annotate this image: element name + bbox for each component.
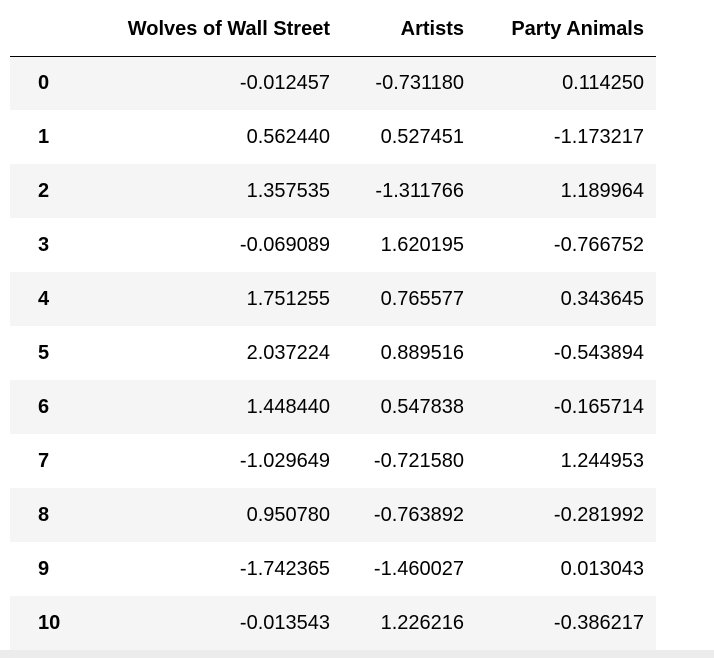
index-header — [10, 2, 86, 57]
table-cell: 0.114250 — [562, 72, 644, 95]
table-row: 10 -0.013543 1.226216 -0.386217 — [10, 596, 656, 650]
table-cell: 1.751255 — [246, 288, 330, 310]
table-cell: 0.562440 — [246, 126, 330, 148]
table-cell: -1.311766 — [375, 180, 464, 202]
table-cell: 0.013043 — [560, 558, 644, 580]
table-cell: 2.037224 — [246, 342, 330, 364]
column-header-artists: Artists — [342, 2, 476, 57]
table-cell: 0.343645 — [560, 288, 644, 310]
row-index: 10 — [38, 612, 61, 634]
table-row: 0 -0.012457 -0.731180 0.114250 — [10, 56, 656, 110]
table-cell: -0.069089 — [239, 234, 330, 256]
table-cell: 1.189964 — [560, 180, 644, 202]
table-cell: 0.889516 — [380, 342, 464, 364]
table-cell: -0.165714 — [553, 396, 644, 418]
row-index: 4 — [38, 288, 50, 310]
table-row: 4 1.751255 0.765577 0.343645 — [10, 272, 656, 326]
row-index: 3 — [38, 234, 50, 256]
column-header-wolves-of-wall-street: Wolves of Wall Street — [86, 2, 342, 57]
table-cell: -0.386217 — [553, 612, 644, 634]
table-row: 9 -1.742365 -1.460027 0.013043 — [10, 542, 656, 596]
table-cell: 0.527451 — [380, 126, 464, 148]
table-cell: -0.731180 — [375, 72, 464, 95]
row-index: 1 — [38, 126, 50, 148]
table-cell: 1.226216 — [380, 612, 464, 634]
table-cell: 1.357535 — [246, 180, 330, 202]
table-cell: -0.013543 — [239, 612, 330, 634]
table-row: 6 1.448440 0.547838 -0.165714 — [10, 380, 656, 434]
header-row: Wolves of Wall Street Artists Party Anim… — [10, 2, 656, 57]
row-index: 7 — [38, 450, 50, 472]
table-cell: -1.173217 — [553, 126, 644, 148]
table-row: 7 -1.029649 -0.721580 1.244953 — [10, 434, 656, 488]
table-cell: 1.244953 — [560, 450, 644, 472]
table-row: 3 -0.069089 1.620195 -0.766752 — [10, 218, 656, 272]
table-body: 0 -0.012457 -0.731180 0.114250 1 0.562440 0.52… — [10, 56, 656, 650]
table-cell: -1.460027 — [373, 558, 464, 580]
table-cell: -0.543894 — [553, 342, 644, 364]
row-index: 2 — [38, 180, 50, 202]
table-header: Wolves of Wall Street Artists Party Anim… — [10, 2, 656, 57]
table-row: 1 0.562440 0.527451 -1.173217 — [10, 110, 656, 164]
row-index: 8 — [38, 504, 50, 526]
dataframe-table: Wolves of Wall Street Artists Party Anim… — [10, 2, 656, 650]
table-cell: -1.742365 — [239, 558, 330, 580]
table-cell: 0.547838 — [380, 396, 464, 418]
column-header-party-animals: Party Animals — [476, 2, 656, 57]
table-cell: -1.029649 — [239, 450, 330, 472]
row-index: 9 — [38, 558, 50, 580]
table-cell: -0.721580 — [373, 450, 464, 472]
table-cell: -0.766752 — [553, 234, 644, 256]
output-bottom-border — [0, 650, 714, 658]
table-cell: 0.950780 — [246, 504, 330, 526]
row-index: 0 — [38, 72, 50, 95]
row-index: 5 — [38, 342, 50, 364]
table-cell: -0.763892 — [373, 504, 464, 526]
table-cell: 1.620195 — [380, 234, 464, 256]
table-row: 2 1.357535 -1.311766 1.189964 — [10, 164, 656, 218]
table-row: 8 0.950780 -0.763892 -0.281992 — [10, 488, 656, 542]
table-cell: 0.765577 — [380, 288, 464, 310]
row-index: 6 — [38, 396, 50, 418]
table-row: 5 2.037224 0.889516 -0.543894 — [10, 326, 656, 380]
table-cell: 1.448440 — [246, 396, 330, 418]
table-cell: -0.012457 — [239, 72, 330, 95]
table-cell: -0.281992 — [553, 504, 644, 526]
